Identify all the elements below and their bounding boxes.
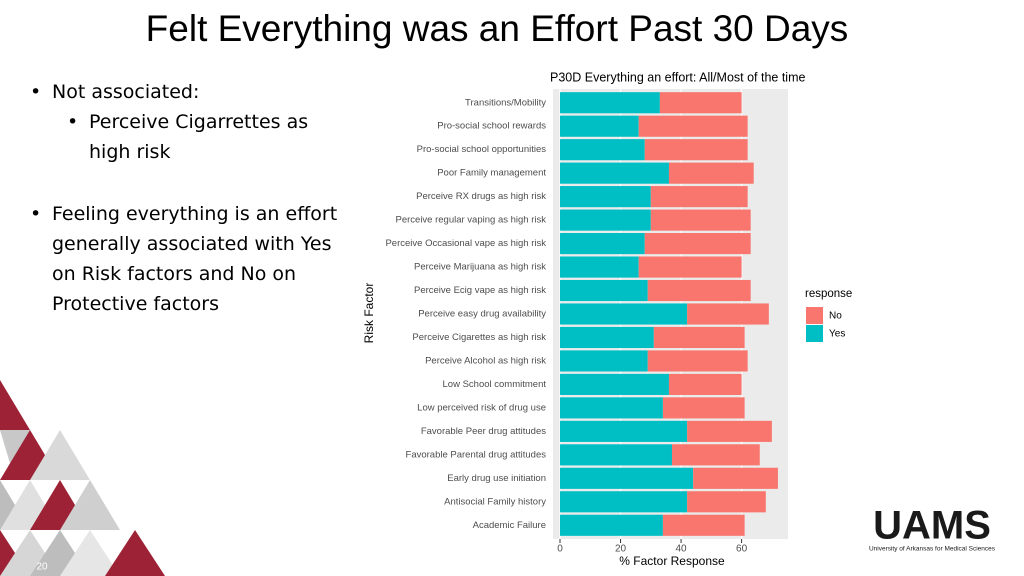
y-tick-label: Pro-social school rewards: [437, 121, 546, 132]
y-tick-label: Early drug use initiation: [447, 473, 546, 484]
x-tick-label: 20: [615, 544, 627, 555]
sub-bullet: Perceive Cigarrettes as high risk: [67, 107, 339, 167]
chart-title: P30D Everything an effort: All/Most of t…: [550, 70, 805, 84]
bar-segment: [560, 420, 688, 442]
bar-segment: [560, 350, 648, 372]
bar-segment: [560, 444, 672, 466]
bar-segment: [560, 92, 660, 114]
x-tick-label: 40: [676, 544, 688, 555]
bar-segment: [560, 397, 663, 419]
bar-segment: [560, 139, 645, 161]
bar-segment: [659, 92, 742, 114]
bar-segment: [650, 209, 751, 231]
y-tick-label: Perceive Marijuana as high risk: [414, 262, 546, 273]
bar-segment: [693, 467, 778, 489]
y-tick-label: Low perceived risk of drug use: [417, 402, 546, 413]
bar-segment: [560, 514, 663, 536]
bar-segment: [560, 491, 688, 513]
bar-segment: [671, 444, 760, 466]
x-tick-label: 60: [736, 544, 748, 555]
y-tick-label: Antisocial Family history: [444, 496, 546, 507]
x-tick-label: 0: [557, 544, 563, 555]
bar-segment: [560, 303, 688, 325]
bar-segment: [560, 256, 639, 278]
legend-key: [806, 307, 823, 324]
bar-segment: [653, 326, 745, 349]
y-tick-label: Perceive regular vaping as high risk: [396, 215, 547, 226]
decoration: [0, 380, 165, 576]
y-tick-label: Poor Family management: [437, 168, 546, 179]
y-tick-label: Perceive Ecig vape as high risk: [414, 285, 546, 296]
y-tick-label: Perceive Occasional vape as high risk: [385, 238, 546, 249]
bar-segment: [638, 115, 748, 137]
bar-segment: [560, 467, 694, 489]
y-tick-label: Favorable Parental drug attitudes: [406, 449, 547, 460]
y-tick-label: Pro-social school opportunities: [417, 144, 547, 155]
bar-segment: [650, 186, 748, 208]
bar-segment: [687, 303, 769, 325]
slide-number: 20: [36, 562, 48, 573]
bar-segment: [560, 326, 654, 349]
legend-label: Yes: [829, 329, 845, 340]
bar-segment: [638, 256, 742, 278]
x-axis-label: % Factor Response: [619, 554, 725, 568]
y-tick-label: Favorable Peer drug attitudes: [421, 426, 546, 437]
bar-segment: [647, 350, 748, 372]
bar-segment: [560, 373, 669, 395]
logo: UAMS: [873, 504, 991, 548]
bar-segment: [687, 420, 772, 442]
y-tick-label: Low School commitment: [443, 379, 547, 390]
y-tick-label: Perceive RX drugs as high risk: [416, 191, 546, 202]
y-tick-label: Perceive Alcohol as high risk: [425, 355, 546, 366]
bar-segment: [662, 514, 745, 536]
slide-title: Felt Everything was an Effort Past 30 Da…: [145, 8, 849, 49]
bar-segment: [687, 491, 766, 513]
bar-segment: [644, 233, 751, 255]
y-tick-label: Perceive easy drug availability: [418, 309, 546, 320]
y-tick-label: Academic Failure: [473, 520, 546, 531]
bar-segment: [662, 397, 745, 419]
bar-segment: [560, 186, 651, 208]
bullet: Not associated:: [30, 77, 342, 107]
bar-segment: [560, 279, 648, 302]
bar-segment: [668, 373, 742, 395]
legend-title: response: [805, 288, 852, 300]
y-axis-label: Risk Factor: [362, 283, 376, 344]
logo-subtitle: University of Arkansas for Medical Scien…: [869, 546, 996, 553]
bar-segment: [560, 115, 639, 137]
bar-segment: [668, 162, 754, 184]
bullet: Feeling everything is an effort generall…: [30, 199, 352, 319]
bar-segment: [560, 162, 669, 184]
legend-key: [806, 325, 823, 342]
bar-segment: [560, 209, 651, 231]
y-tick-label: Transitions/Mobility: [465, 97, 546, 108]
y-tick-label: Perceive Cigarettes as high risk: [412, 332, 546, 343]
legend-label: No: [829, 311, 842, 322]
bar-segment: [647, 279, 751, 302]
bar-segment: [644, 139, 748, 161]
bar-segment: [560, 233, 645, 255]
